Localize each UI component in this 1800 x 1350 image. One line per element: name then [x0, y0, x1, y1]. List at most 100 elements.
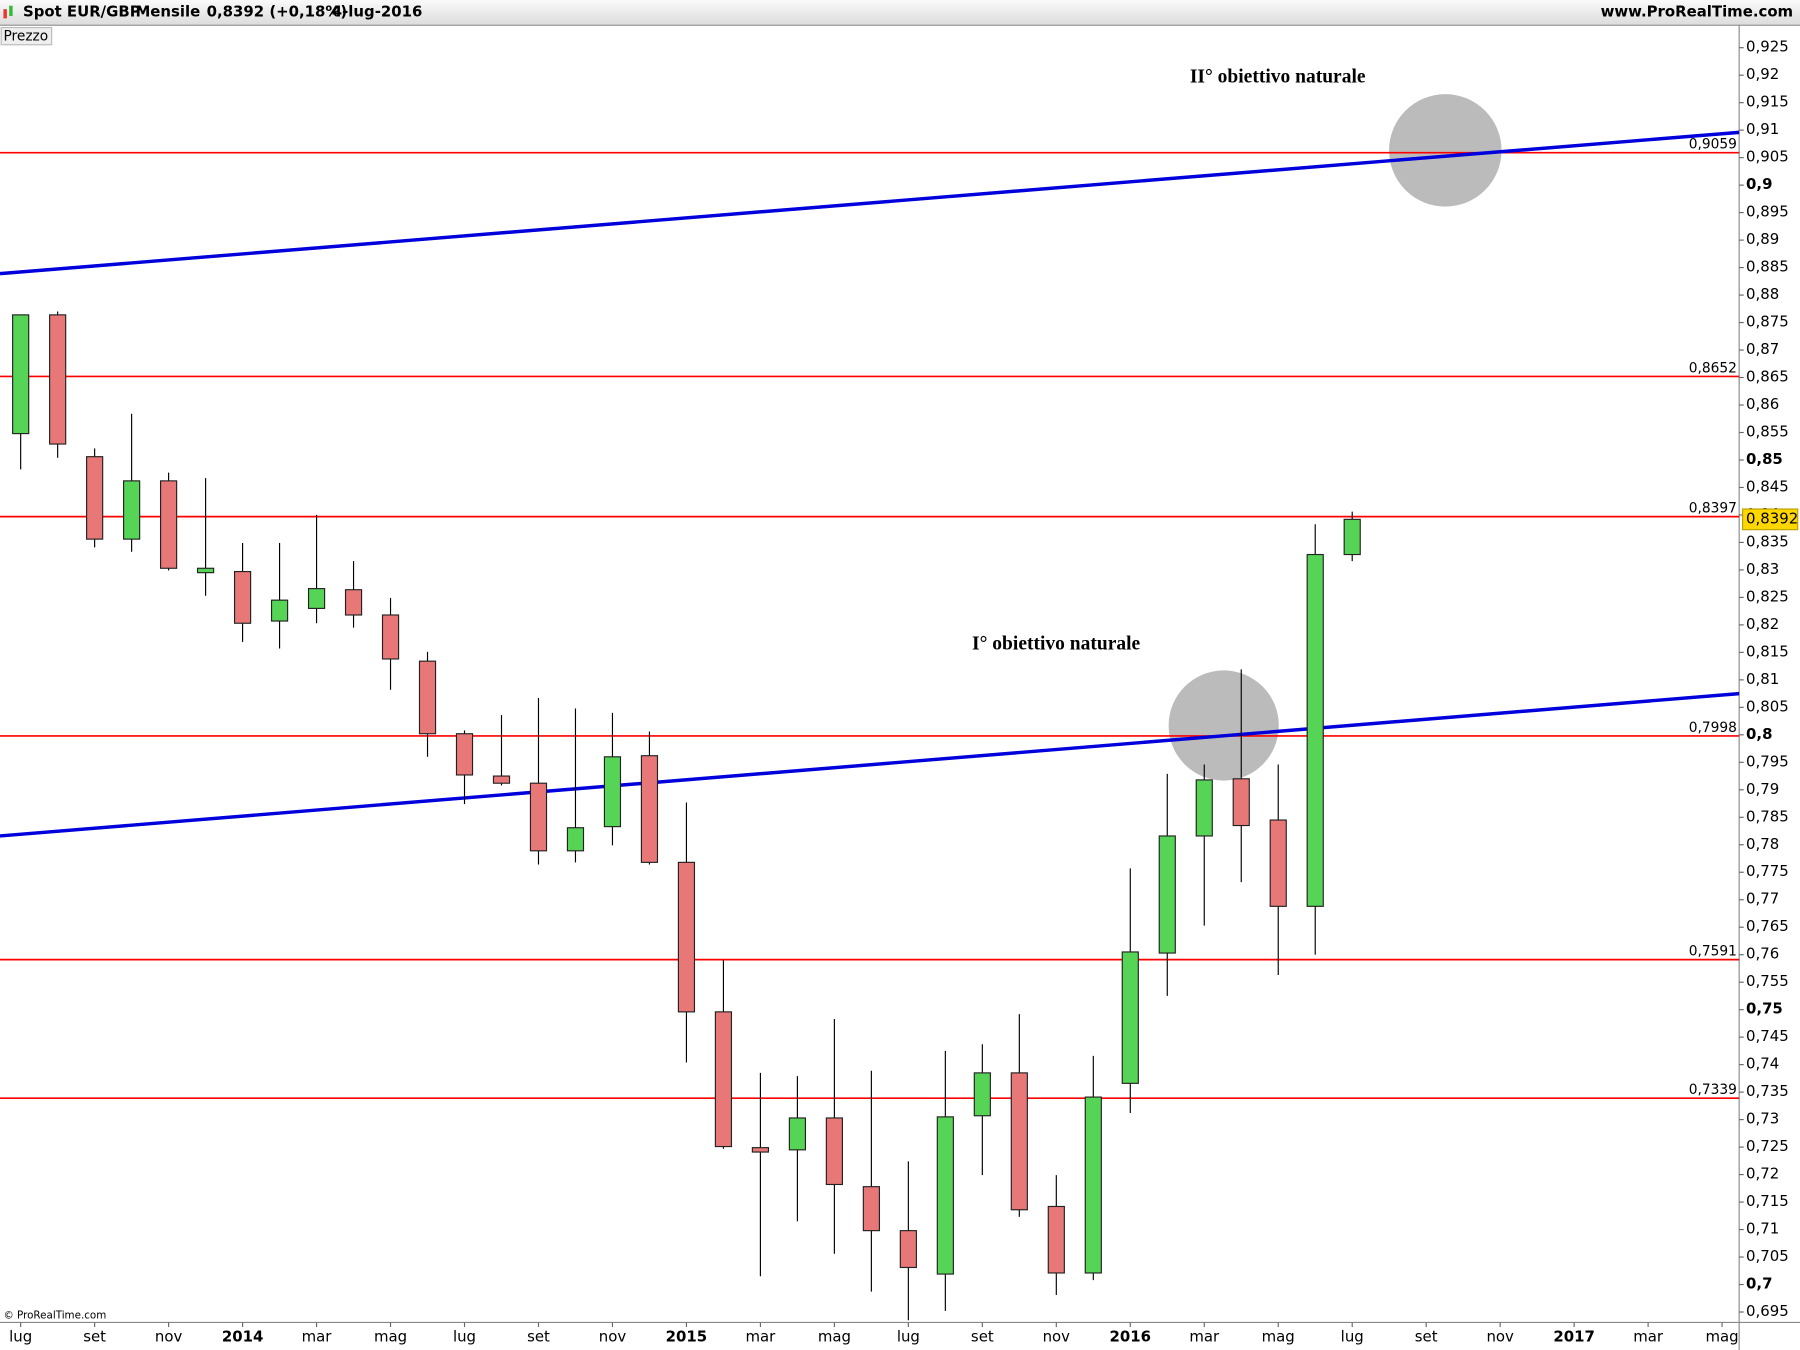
y-tick-label: 0,885	[1746, 258, 1789, 276]
candle-body	[49, 314, 67, 445]
x-tick-label: mar	[1633, 1327, 1664, 1345]
trend-line	[0, 130, 1740, 276]
annotation: I° obiettivo naturale	[972, 634, 1140, 655]
x-tick-label: nov	[1486, 1327, 1514, 1345]
y-tick-label: 0,74	[1746, 1055, 1779, 1073]
candle-body	[233, 570, 252, 624]
x-tick-label: lug	[897, 1327, 920, 1345]
candle-body	[86, 456, 104, 540]
y-tick-label: 0,805	[1746, 697, 1789, 715]
site: www.ProRealTime.com	[1601, 3, 1794, 21]
x-tick-label: lug	[9, 1327, 32, 1345]
y-tick-label: 0,88	[1746, 285, 1779, 303]
y-tick-label: 0,735	[1746, 1082, 1789, 1100]
candle-body	[1158, 835, 1176, 954]
y-tick-label: 0,795	[1746, 752, 1789, 770]
candle-body	[1010, 1072, 1028, 1211]
candle-body	[1232, 778, 1250, 827]
x-tick-label: mar	[302, 1327, 333, 1345]
candle-body	[788, 1117, 807, 1151]
y-tick-label: 0,915	[1746, 93, 1789, 111]
level-label: 0,8397	[1689, 501, 1737, 517]
candle-body	[381, 614, 400, 660]
y-tick-label: 0,865	[1746, 368, 1789, 386]
panel-tab	[0, 26, 53, 46]
date: 4-lug-2016	[332, 3, 423, 21]
candle-body	[529, 782, 548, 852]
y-tick-label: 0,92	[1746, 65, 1779, 83]
x-tick-label: mag	[818, 1327, 851, 1345]
y-tick-label: 0,76	[1746, 945, 1779, 963]
x-tick-label: nov	[599, 1327, 627, 1345]
y-tick-label: 0,905	[1746, 148, 1789, 166]
y-tick-label: 0,7	[1746, 1275, 1772, 1293]
candle-body	[196, 567, 215, 574]
x-tick-label: mag	[1706, 1327, 1739, 1345]
y-tick-label: 0,91	[1746, 120, 1779, 138]
candle-body	[862, 1186, 880, 1232]
trend-line	[0, 691, 1740, 838]
y-tick-label: 0,86	[1746, 395, 1779, 413]
candle-body	[1084, 1096, 1102, 1274]
candle-body	[1047, 1205, 1065, 1274]
quote: 0,8392 (+0,18%)	[207, 3, 348, 21]
y-tick-label: 0,78	[1746, 835, 1779, 853]
candle-body	[1306, 553, 1324, 907]
header-bar	[0, 0, 1800, 26]
candle-body	[1195, 779, 1213, 837]
candle-body	[418, 660, 437, 735]
level-label: 0,8652	[1689, 360, 1737, 376]
candle-body	[12, 314, 30, 435]
candle-body	[973, 1072, 991, 1117]
y-tick-label: 0,77	[1746, 890, 1779, 908]
symbol: Spot EUR/GBP	[23, 3, 141, 21]
x-tick-label: mag	[374, 1327, 407, 1345]
y-tick-label: 0,775	[1746, 862, 1789, 880]
level-label: 0,7591	[1689, 944, 1737, 960]
y-tick-label: 0,815	[1746, 642, 1789, 660]
candle-body	[677, 861, 696, 1013]
x-tick-label: mar	[746, 1327, 777, 1345]
y-tick-label: 0,89	[1746, 230, 1779, 248]
y-tick-label: 0,785	[1746, 807, 1789, 825]
copyright: © ProRealTime.com	[3, 1310, 106, 1322]
x-tick-label: set	[527, 1327, 550, 1345]
candle-body	[492, 775, 511, 784]
y-tick-label: 0,9	[1746, 175, 1772, 193]
y-tick-label: 0,72	[1746, 1165, 1779, 1183]
candle-body	[270, 599, 289, 622]
y-tick-label: 0,83	[1746, 560, 1779, 578]
target-circle	[1168, 670, 1279, 781]
candle-body	[307, 588, 326, 609]
y-tick-label: 0,85	[1746, 450, 1783, 468]
x-tick-label: set	[1415, 1327, 1438, 1345]
candle-body	[825, 1117, 843, 1186]
x-tick-label: lug	[1341, 1327, 1364, 1345]
panel-label: Prezzo	[3, 29, 48, 45]
candle-body	[455, 733, 474, 776]
candle-body	[160, 480, 178, 569]
y-tick-label: 0,79	[1746, 780, 1779, 798]
candle-body	[1269, 819, 1287, 907]
x-tick-label: nov	[1043, 1327, 1071, 1345]
candle-body	[640, 755, 659, 863]
candle-body	[751, 1147, 770, 1153]
y-tick-label: 0,875	[1746, 313, 1789, 331]
y-tick-label: 0,895	[1746, 203, 1789, 221]
candle-body	[566, 827, 585, 852]
y-tick-label: 0,71	[1746, 1220, 1779, 1238]
level-label: 0,7998	[1689, 720, 1737, 736]
y-tick-label: 0,755	[1746, 972, 1789, 990]
candle-body	[1121, 951, 1139, 1084]
x-tick-label: 2017	[1553, 1327, 1595, 1345]
logo	[3, 5, 13, 19]
candle-body	[714, 1011, 733, 1148]
target-circle	[1389, 94, 1502, 207]
last-price-label: 0,8392	[1746, 509, 1798, 527]
y-tick-label: 0,73	[1746, 1110, 1779, 1128]
y-tick-label: 0,87	[1746, 340, 1779, 358]
x-tick-label: 2014	[222, 1327, 264, 1345]
y-tick-label: 0,825	[1746, 587, 1789, 605]
